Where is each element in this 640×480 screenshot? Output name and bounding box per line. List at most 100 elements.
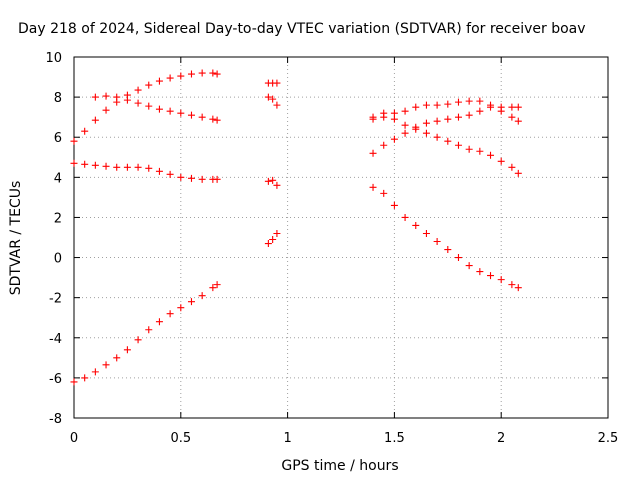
data-point xyxy=(412,221,420,229)
data-point xyxy=(145,326,153,334)
data-point xyxy=(213,116,221,124)
data-point xyxy=(476,147,484,155)
grid-layer xyxy=(74,57,608,418)
data-point xyxy=(497,107,505,115)
data-point xyxy=(177,173,185,181)
data-point xyxy=(508,281,516,289)
data-point xyxy=(465,97,473,105)
data-point xyxy=(369,149,377,157)
data-point xyxy=(209,284,217,292)
data-point xyxy=(433,133,441,141)
data-point xyxy=(514,117,522,125)
y-tick-label: -4 xyxy=(49,332,62,347)
data-point xyxy=(91,368,99,376)
data-point xyxy=(198,292,206,300)
y-tick-label: 10 xyxy=(45,51,62,66)
data-point xyxy=(390,135,398,143)
data-point xyxy=(433,238,441,246)
data-point xyxy=(401,129,409,137)
data-point xyxy=(102,162,110,170)
data-point xyxy=(209,115,217,123)
data-point xyxy=(91,93,99,101)
x-tick-label: 2 xyxy=(497,431,505,446)
data-point xyxy=(145,164,153,172)
data-point xyxy=(177,72,185,80)
data-point xyxy=(380,189,388,197)
data-point xyxy=(134,99,142,107)
series-arc-10 xyxy=(369,113,522,177)
data-point xyxy=(113,354,121,362)
data-point xyxy=(177,109,185,117)
data-point xyxy=(134,163,142,171)
data-point xyxy=(369,113,377,121)
data-point xyxy=(145,102,153,110)
series-arc-5 xyxy=(264,79,281,87)
data-point xyxy=(134,86,142,94)
data-point xyxy=(487,103,495,111)
y-tick-label: 4 xyxy=(54,171,62,186)
data-point xyxy=(454,141,462,149)
series-arc-11 xyxy=(369,103,522,157)
data-point xyxy=(91,116,99,124)
data-point xyxy=(412,103,420,111)
data-point xyxy=(433,117,441,125)
y-tick-label: 2 xyxy=(54,211,62,226)
x-tick-label: 2.5 xyxy=(598,431,619,446)
data-point xyxy=(166,310,174,318)
data-point xyxy=(123,163,131,171)
data-point xyxy=(187,298,195,306)
data-point xyxy=(102,92,110,100)
chart-title: Day 218 of 2024, Sidereal Day-to-day VTE… xyxy=(18,21,586,37)
data-point xyxy=(380,113,388,121)
data-point xyxy=(487,272,495,280)
series-arc-12 xyxy=(369,183,522,292)
data-point xyxy=(198,175,206,183)
data-point xyxy=(390,115,398,123)
y-axis-label: SDTVAR / TECUs xyxy=(8,181,24,296)
data-point xyxy=(422,129,430,137)
data-point xyxy=(166,170,174,178)
y-tick-label: 0 xyxy=(54,252,62,267)
data-point xyxy=(187,111,195,119)
data-point xyxy=(269,176,277,184)
data-point xyxy=(123,96,131,104)
data-point xyxy=(454,113,462,121)
data-point xyxy=(145,81,153,89)
x-tick-label: 1 xyxy=(283,431,291,446)
y-tick-label: -2 xyxy=(49,292,62,307)
data-point xyxy=(433,101,441,109)
data-point xyxy=(454,254,462,262)
data-point xyxy=(514,284,522,292)
data-point xyxy=(401,213,409,221)
data-point xyxy=(134,336,142,344)
data-point xyxy=(390,109,398,117)
data-point xyxy=(198,69,206,77)
data-point xyxy=(476,97,484,105)
data-point xyxy=(444,137,452,145)
y-tick-label: 6 xyxy=(54,131,62,146)
data-point xyxy=(187,70,195,78)
data-point xyxy=(273,79,281,87)
data-point xyxy=(444,246,452,254)
data-point xyxy=(514,169,522,177)
data-point xyxy=(166,107,174,115)
data-point xyxy=(102,361,110,369)
x-tick-label: 0 xyxy=(70,431,78,446)
data-point xyxy=(444,115,452,123)
data-point xyxy=(70,137,78,145)
data-point xyxy=(476,268,484,276)
data-point xyxy=(81,160,89,168)
data-point xyxy=(380,141,388,149)
data-point xyxy=(508,103,516,111)
data-point xyxy=(401,121,409,129)
data-point xyxy=(369,183,377,191)
data-point xyxy=(213,70,221,78)
y-tick-label: -8 xyxy=(49,412,62,427)
data-point xyxy=(213,175,221,183)
data-point xyxy=(102,106,110,114)
series-arc-1 xyxy=(70,69,221,145)
data-point xyxy=(497,276,505,284)
data-point xyxy=(177,304,185,312)
data-point xyxy=(476,107,484,115)
